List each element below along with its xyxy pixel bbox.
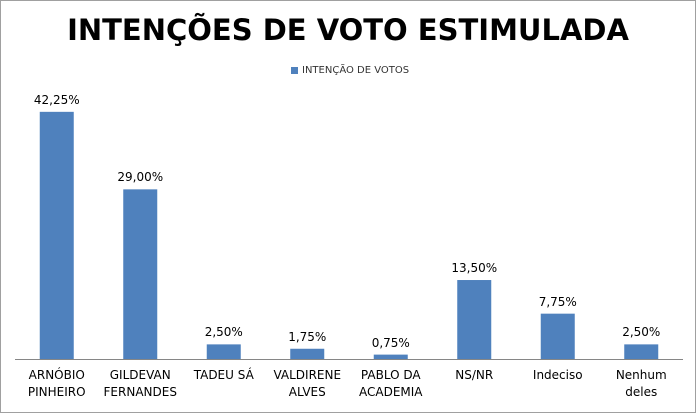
bar	[457, 280, 492, 359]
data-label: 2,50%	[204, 325, 243, 340]
chart-title: INTENÇÕES DE VOTO ESTIMULADA	[67, 13, 629, 47]
x-tick-label: PABLO DA ACADEMIA	[358, 368, 423, 399]
data-label: 7,75%	[538, 294, 577, 309]
legend: INTENÇÃO DE VOTOS	[291, 65, 409, 76]
bar	[290, 348, 325, 359]
bar	[123, 189, 158, 359]
bar	[373, 354, 408, 359]
legend-swatch	[291, 67, 298, 74]
legend-label: INTENÇÃO DE VOTOS	[302, 65, 410, 76]
bar	[206, 344, 241, 359]
data-label: 42,25%	[33, 92, 80, 107]
x-tick-label: GILDEVAN FERNANDES	[103, 368, 177, 399]
data-label: 13,50%	[451, 261, 498, 276]
x-tick-label: Indeciso	[532, 368, 583, 382]
bar	[39, 111, 74, 360]
data-label: 1,75%	[288, 329, 327, 344]
data-label: 2,50%	[622, 325, 661, 340]
data-label: 0,75%	[371, 335, 410, 350]
x-tick-label: ARNÓBIO PINHEIRO	[27, 368, 86, 399]
x-tick-label: VALDIRENE ALVES	[273, 368, 342, 399]
x-tick-label: NS/NR	[455, 368, 494, 382]
x-tick-label: TADEU SÁ	[193, 368, 254, 382]
x-tick-label: Nenhum deles	[615, 368, 667, 399]
bar	[540, 313, 575, 359]
data-label: 29,00%	[117, 170, 164, 185]
bar	[624, 344, 659, 359]
